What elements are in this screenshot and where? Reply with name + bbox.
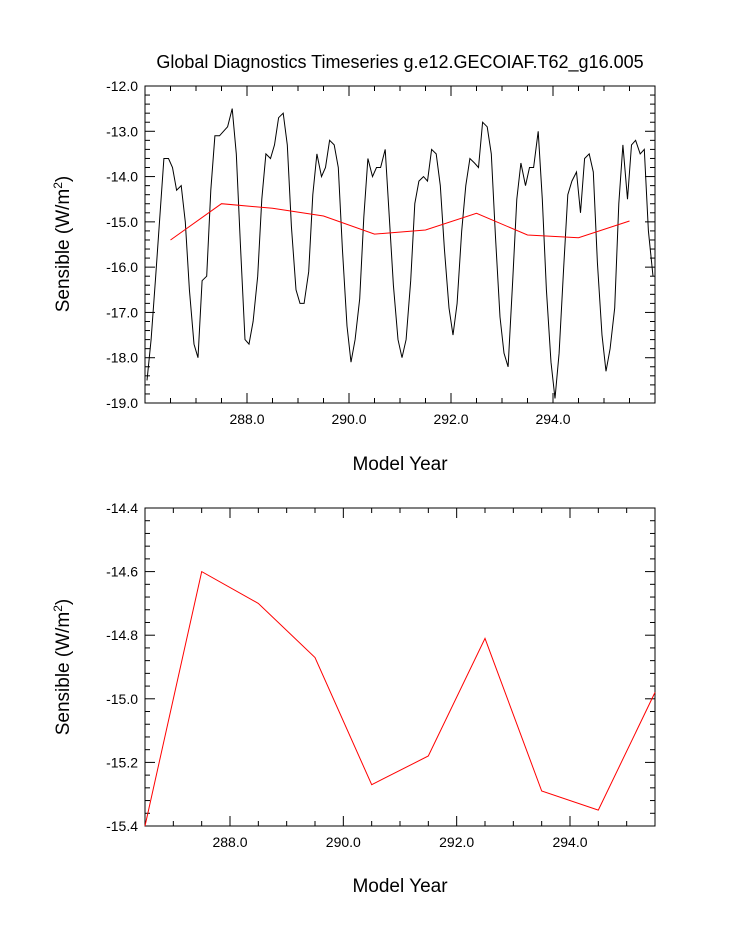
y-tick-label: -15.4 — [106, 818, 138, 834]
bottom-plot-frame — [144, 507, 656, 827]
chart-title: Global Diagnostics Timeseries g.e12.GECO… — [156, 52, 643, 73]
y-tick-label: -14.0 — [106, 169, 138, 185]
top-y-axis-label: Sensible (W/m2) — [51, 176, 74, 313]
top-ticks — [144, 85, 656, 404]
y-tick-label: -14.6 — [106, 564, 138, 580]
y-tick-label: -15.2 — [106, 754, 138, 770]
monthly-series-line — [146, 108, 654, 399]
y-tick-label: -18.0 — [106, 350, 138, 366]
y-tick-label: -14.4 — [106, 500, 138, 516]
y-tick-label: -19.0 — [106, 395, 138, 411]
top-tick-labels: 288.0 290.0 292.0 294.0 -12.0 -13.0 -14.0 -15.0… — [106, 78, 571, 427]
x-tick-label: 292.0 — [439, 834, 474, 850]
bottom-panel: 288.0 290.0 292.0 294.0 -14.4 -14.6 -14.8 -15.0… — [51, 500, 656, 897]
x-tick-label: 290.0 — [331, 411, 366, 427]
bottom-y-axis-label: Sensible (W/m2) — [51, 599, 74, 736]
top-x-axis-label: Model Year — [352, 454, 448, 475]
top-panel: 288.0 290.0 292.0 294.0 -12.0 -13.0 -14.0 -15.0… — [51, 78, 656, 475]
y-tick-label: -13.0 — [106, 123, 138, 139]
y-tick-label: -15.0 — [106, 691, 138, 707]
x-tick-label: 294.0 — [535, 411, 570, 427]
bottom-tick-labels: 288.0 290.0 292.0 294.0 -14.4 -14.6 -14.8 -15.0… — [106, 500, 588, 850]
y-tick-label: -12.0 — [106, 78, 138, 94]
x-tick-label: 292.0 — [433, 411, 468, 427]
annual-mean-series-line — [170, 203, 630, 241]
x-tick-label: 288.0 — [229, 411, 264, 427]
y-tick-label: -15.0 — [106, 214, 138, 230]
x-tick-label: 290.0 — [326, 834, 361, 850]
y-tick-label: -17.0 — [106, 304, 138, 320]
y-tick-label: -14.8 — [106, 627, 138, 643]
y-tick-label: -16.0 — [106, 259, 138, 275]
x-tick-label: 288.0 — [212, 834, 247, 850]
bottom-series — [144, 570, 656, 827]
annual-mean-series-line — [144, 570, 656, 827]
x-tick-label: 294.0 — [552, 834, 587, 850]
bottom-ticks — [144, 507, 656, 827]
top-series — [146, 108, 654, 399]
bottom-x-axis-label: Model Year — [352, 876, 448, 897]
